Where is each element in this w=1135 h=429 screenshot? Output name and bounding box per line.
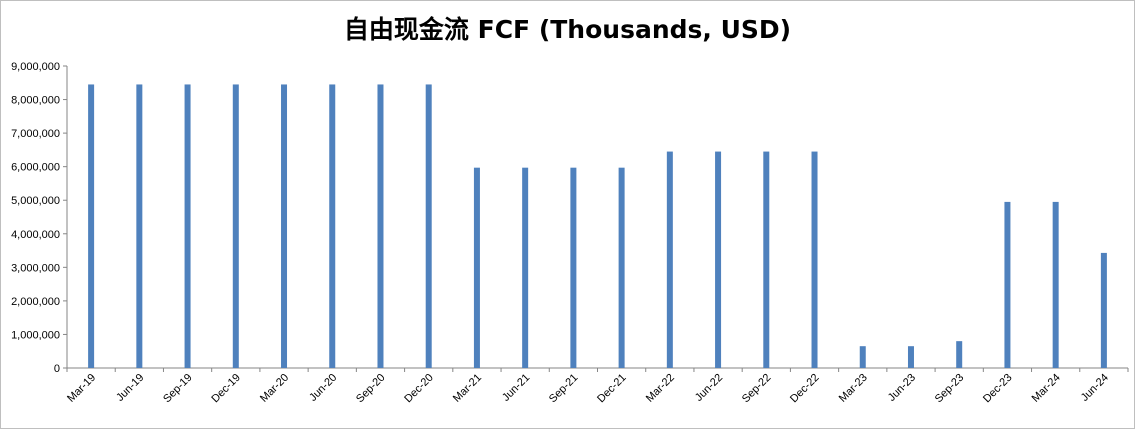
chart-axes bbox=[66, 66, 1128, 369]
x-tick-label: Dec-19 bbox=[209, 372, 243, 406]
x-tick-label: Jun-23 bbox=[886, 372, 918, 404]
bar bbox=[570, 167, 577, 368]
x-tick-label: Jun-21 bbox=[500, 372, 532, 404]
x-tick-label: Mar-19 bbox=[65, 372, 98, 405]
x-tick-label: Jun-24 bbox=[1079, 372, 1111, 404]
bar bbox=[1052, 201, 1059, 368]
bar bbox=[281, 84, 288, 368]
bar bbox=[715, 151, 722, 368]
y-tick-label: 1,000,000 bbox=[11, 329, 60, 341]
x-tick-label: Mar-21 bbox=[451, 372, 484, 405]
y-tick-label: 6,000,000 bbox=[11, 162, 60, 174]
y-tick-label: 4,000,000 bbox=[11, 229, 60, 241]
y-tick-label: 0 bbox=[54, 363, 60, 375]
bar bbox=[522, 167, 529, 368]
bar bbox=[184, 84, 191, 368]
x-tick-label: Dec-22 bbox=[788, 372, 822, 406]
x-tick-label: Sep-23 bbox=[933, 372, 967, 406]
x-axis-ticks: Mar-19 Jun-19 Sep-19 Dec-19 Mar-20 Jun-20 Sep-… bbox=[65, 368, 1129, 406]
x-tick-label: Dec-20 bbox=[402, 372, 436, 406]
x-tick-label: Sep-19 bbox=[161, 372, 195, 406]
bar bbox=[859, 346, 866, 368]
bar bbox=[763, 151, 770, 368]
x-tick-label: Sep-21 bbox=[547, 372, 581, 406]
bar bbox=[956, 341, 963, 368]
bars-group bbox=[88, 84, 1107, 368]
bar bbox=[136, 84, 143, 368]
bar bbox=[666, 151, 673, 368]
x-tick-label: Jun-22 bbox=[693, 372, 725, 404]
chart-title: 自由现金流 FCF (Thousands, USD) bbox=[343, 15, 792, 44]
y-tick-label: 7,000,000 bbox=[11, 128, 60, 140]
x-tick-label: Sep-22 bbox=[740, 372, 774, 406]
x-tick-label: Jun-20 bbox=[307, 372, 339, 404]
x-tick-label: Mar-20 bbox=[258, 372, 291, 405]
bar bbox=[907, 346, 914, 368]
bar bbox=[811, 151, 818, 368]
y-tick-label: 8,000,000 bbox=[11, 95, 60, 107]
bar bbox=[329, 84, 336, 368]
x-tick-label: Jun-19 bbox=[114, 372, 146, 404]
y-axis-ticks: 0 1,000,000 2,000,000 3,000,000 4,000,000 5,0… bbox=[11, 61, 67, 375]
bar bbox=[473, 167, 480, 368]
bar bbox=[377, 84, 384, 368]
x-tick-label: Sep-20 bbox=[354, 372, 388, 406]
x-tick-label: Mar-23 bbox=[837, 372, 870, 405]
y-tick-label: 3,000,000 bbox=[11, 262, 60, 274]
x-tick-label: Dec-23 bbox=[981, 372, 1015, 406]
x-tick-label: Mar-22 bbox=[644, 372, 677, 405]
bar bbox=[232, 84, 239, 368]
bar bbox=[618, 167, 625, 368]
y-tick-label: 5,000,000 bbox=[11, 195, 60, 207]
bar bbox=[425, 84, 432, 368]
x-tick-label: Dec-21 bbox=[595, 372, 629, 406]
bar bbox=[88, 84, 95, 368]
y-tick-label: 2,000,000 bbox=[11, 296, 60, 308]
y-tick-label: 9,000,000 bbox=[11, 61, 60, 73]
x-tick-label: Mar-24 bbox=[1030, 372, 1063, 405]
bar bbox=[1004, 201, 1011, 368]
bar bbox=[1100, 252, 1107, 368]
